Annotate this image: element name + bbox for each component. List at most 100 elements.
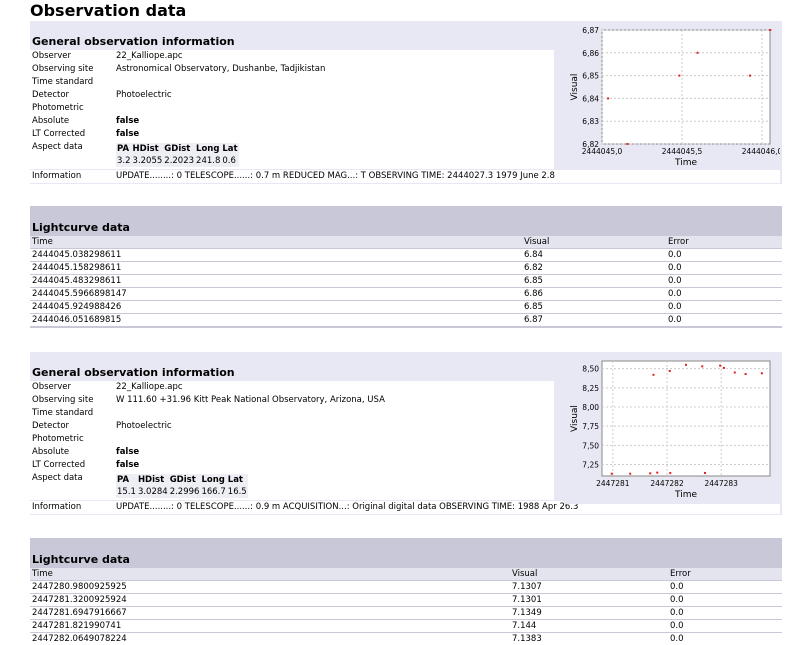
- aspect-header: Lat: [227, 475, 243, 485]
- y-tick-label: 6,82: [582, 140, 599, 149]
- info-row-lt-corrected: LT Corrected false: [30, 459, 554, 472]
- row-value: W 111.60 +31.96 Kitt Peak National Obser…: [116, 395, 385, 405]
- table-row: 2447282.0649078224 7.1383 0.0: [30, 633, 782, 645]
- y-tick-label: 6,86: [582, 49, 599, 58]
- chart-container-2: 7,25 7,50 7,75 8,00 8,25 8,50 2447281 2447282 24…: [564, 352, 780, 504]
- data-point: [733, 371, 736, 374]
- aspect-header: Long: [196, 144, 220, 154]
- y-tick-label: 8,25: [582, 384, 599, 393]
- cell-visual: 6.84: [524, 250, 543, 260]
- column-header-visual: Visual: [524, 237, 550, 247]
- table-row: 2444046.051689815 6.87 0.0: [30, 314, 782, 326]
- data-point: [678, 74, 681, 77]
- table-row: 2444045.038298611 6.84 0.0: [30, 249, 782, 261]
- general-info-title: General observation information: [32, 35, 235, 48]
- row-value: false: [116, 447, 140, 457]
- row-value: 22_Kalliope.apc: [116, 51, 183, 61]
- aspect-value: 15.1: [117, 487, 136, 497]
- column-header-time: Time: [32, 569, 53, 579]
- data-point: [744, 373, 747, 376]
- general-info-title: General observation information: [32, 366, 235, 379]
- y-tick-label: 6,84: [582, 94, 599, 103]
- info-row-aspect-data: Aspect data PA HDist GDist Long Lat 3.2 …: [30, 141, 554, 169]
- info-row-observing-site: Observing site Astronomical Observatory,…: [30, 63, 554, 76]
- x-tick-label: 2447283: [705, 479, 739, 488]
- cell-error: 0.0: [668, 302, 682, 312]
- lightcurve-header-row: Time Visual Error: [30, 236, 782, 248]
- cell-visual: 6.82: [524, 263, 543, 273]
- y-tick-label: 6,83: [582, 117, 599, 126]
- data-point: [722, 366, 725, 369]
- data-point: [610, 472, 613, 475]
- aspect-header: HDist: [137, 475, 165, 485]
- x-tick-label: 2447282: [650, 479, 684, 488]
- x-tick-label: 2444045,5: [662, 147, 703, 156]
- info-row-lt-corrected: LT Corrected false: [30, 128, 554, 141]
- table-row: 2447281.821990741 7.144 0.0: [30, 620, 782, 632]
- data-point: [769, 29, 772, 31]
- cell-time: 2447280.9800925925: [32, 582, 127, 592]
- y-tick-label: 7,75: [582, 422, 599, 431]
- cell-error: 0.0: [668, 250, 682, 260]
- row-label: Observing site: [32, 394, 112, 407]
- info-row-information: Information UPDATE........: 0 TELESCOPE.…: [30, 170, 780, 183]
- cell-visual: 7.1307: [512, 582, 542, 592]
- info-row-observer: Observer 22_Kalliope.apc: [30, 381, 554, 394]
- cell-visual: 6.85: [524, 276, 543, 286]
- aspect-value: 3.0284: [137, 487, 168, 497]
- cell-error: 0.0: [670, 582, 684, 592]
- row-value: false: [116, 460, 140, 470]
- lightcurve-chart-1: 6,82 6,83 6,84 6,85 6,86 6,87 2444045,0 2444045…: [570, 26, 783, 168]
- cell-visual: 7.1301: [512, 595, 542, 605]
- data-point: [760, 372, 763, 375]
- row-label: Observer: [32, 50, 112, 63]
- aspect-value: 241.8: [196, 156, 221, 166]
- row-value: false: [116, 116, 140, 126]
- lightcurve-title: Lightcurve data: [32, 553, 130, 566]
- y-tick-label: 8,00: [582, 403, 599, 412]
- cell-error: 0.0: [668, 263, 682, 273]
- y-tick-label: 7,25: [582, 461, 599, 470]
- data-point: [696, 51, 699, 54]
- data-point: [652, 373, 655, 376]
- x-tick-label: 2447281: [596, 479, 630, 488]
- info-row-detector: Detector Photoelectric: [30, 89, 554, 102]
- row-label: Observing site: [32, 63, 112, 76]
- y-tick-label: 6,85: [582, 72, 599, 81]
- table-row: 2447281.3200925924 7.1301 0.0: [30, 594, 782, 606]
- row-label: LT Corrected: [32, 128, 112, 141]
- row-value: 22_Kalliope.apc: [116, 382, 183, 392]
- y-tick-label: 6,87: [582, 26, 599, 35]
- y-axis-label: Visual: [570, 405, 580, 432]
- cell-time: 2447281.821990741: [32, 621, 122, 631]
- lightcurve-title: Lightcurve data: [32, 221, 130, 234]
- lightcurve-header-row: Time Visual Error: [30, 568, 782, 580]
- data-point: [685, 363, 687, 366]
- y-tick-label: 7,50: [582, 441, 599, 450]
- aspect-header: Lat: [222, 144, 238, 154]
- data-point: [748, 74, 751, 77]
- aspect-table: PA HDist GDist Long Lat 3.2 3.2055 2.202…: [116, 143, 239, 167]
- cell-error: 0.0: [670, 608, 684, 618]
- cell-time: 2444046.051689815: [32, 315, 122, 325]
- data-point: [607, 97, 610, 100]
- aspect-value: 16.5: [227, 487, 247, 497]
- cell-visual: 6.87: [524, 315, 543, 325]
- cell-time: 2447282.0649078224: [32, 634, 127, 644]
- table-row: 2447281.6947916667 7.1349 0.0: [30, 607, 782, 619]
- data-point: [669, 472, 672, 475]
- column-header-error: Error: [670, 569, 691, 579]
- row-value: UPDATE........: 0 TELESCOPE......: 0.9 m…: [116, 502, 579, 512]
- cell-error: 0.0: [668, 276, 682, 286]
- table-row: 2444045.924988426 6.85 0.0: [30, 301, 782, 313]
- aspect-table: PA HDist GDist Long Lat 15.1 3.0284 2.29…: [116, 474, 248, 498]
- aspect-value: 2.2023: [164, 156, 195, 166]
- data-point: [703, 471, 706, 474]
- row-label: Information: [32, 170, 112, 183]
- observation-block-1: General observation information Observer…: [30, 21, 783, 184]
- data-point: [656, 471, 659, 474]
- aspect-header: PA: [117, 144, 130, 154]
- info-row-absolute-photometry: Absolute photometry false: [30, 446, 554, 472]
- row-value: Astronomical Observatory, Dushanbe, Tadj…: [116, 64, 326, 74]
- row-label: Aspect data: [32, 472, 112, 485]
